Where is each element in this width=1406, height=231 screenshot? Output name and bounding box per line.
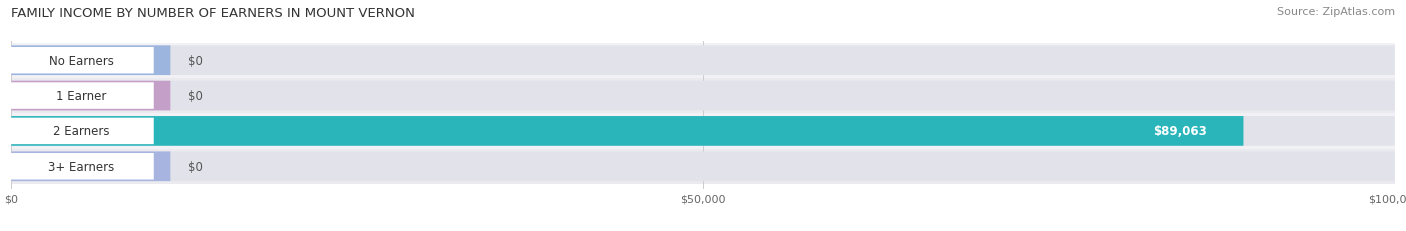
Text: 3+ Earners: 3+ Earners [48, 160, 114, 173]
FancyBboxPatch shape [11, 81, 170, 111]
FancyBboxPatch shape [11, 152, 1395, 181]
FancyBboxPatch shape [8, 48, 153, 74]
Text: $89,063: $89,063 [1153, 125, 1206, 138]
FancyBboxPatch shape [11, 117, 1395, 146]
Text: FAMILY INCOME BY NUMBER OF EARNERS IN MOUNT VERNON: FAMILY INCOME BY NUMBER OF EARNERS IN MO… [11, 7, 415, 20]
Text: $0: $0 [188, 160, 204, 173]
Bar [11, 149, 1395, 184]
Text: $0: $0 [188, 90, 204, 103]
Text: No Earners: No Earners [49, 55, 114, 67]
FancyBboxPatch shape [8, 118, 153, 145]
FancyBboxPatch shape [11, 117, 1243, 146]
FancyBboxPatch shape [11, 81, 1395, 111]
Text: 2 Earners: 2 Earners [53, 125, 110, 138]
FancyBboxPatch shape [8, 83, 153, 109]
FancyBboxPatch shape [11, 46, 1395, 76]
Bar [11, 114, 1395, 149]
FancyBboxPatch shape [11, 46, 170, 76]
Text: $0: $0 [188, 55, 204, 67]
Text: 1 Earner: 1 Earner [56, 90, 107, 103]
FancyBboxPatch shape [8, 153, 153, 180]
FancyBboxPatch shape [11, 152, 170, 181]
Text: Source: ZipAtlas.com: Source: ZipAtlas.com [1277, 7, 1395, 17]
Bar [11, 43, 1395, 79]
Bar [11, 79, 1395, 114]
